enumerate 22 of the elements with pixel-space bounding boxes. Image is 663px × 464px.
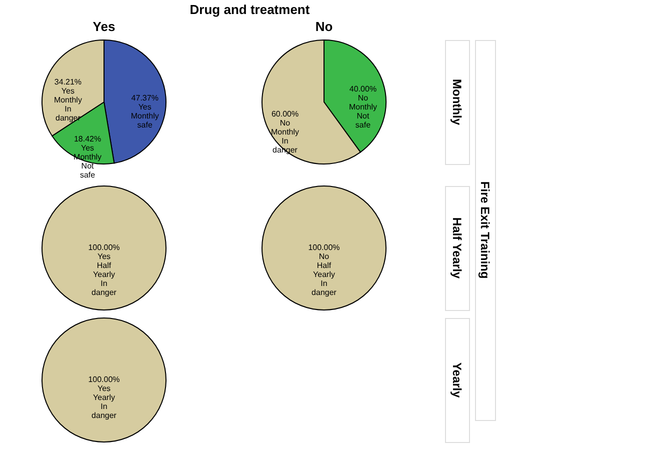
- slice-label: Yes Monthly safe: [130, 102, 159, 130]
- slice-label: Yes Monthly Not safe: [74, 144, 102, 180]
- text: Yearly: [450, 362, 464, 398]
- text: Monthly: [450, 79, 464, 126]
- slice-label: Yes Monthly In danger: [54, 86, 82, 122]
- slice-label: No Monthly Not safe: [348, 93, 377, 130]
- data-label: 47.37%: [131, 94, 158, 103]
- slice-label: Yes Yearly In danger: [92, 384, 117, 420]
- data-label: 18.42%: [74, 134, 102, 144]
- data-label: 34.21%: [54, 77, 82, 86]
- data-label: 100.00%: [88, 243, 120, 252]
- chart-title: No: [315, 19, 333, 34]
- slice-label: Yes Half Yearly In danger: [92, 252, 117, 297]
- data-label: 100.00%: [308, 243, 340, 252]
- text: Drug and treatment: [190, 2, 310, 17]
- slice-label: No Half Yearly In danger: [312, 252, 337, 297]
- data-label: 40.00%: [349, 84, 377, 94]
- data-label: 100.00%: [88, 375, 120, 384]
- data-label: 60.00%: [271, 110, 299, 119]
- text: Half Yearly: [450, 217, 464, 279]
- chart-title: Yes: [92, 19, 116, 34]
- text: Fire Exit Training: [478, 181, 492, 279]
